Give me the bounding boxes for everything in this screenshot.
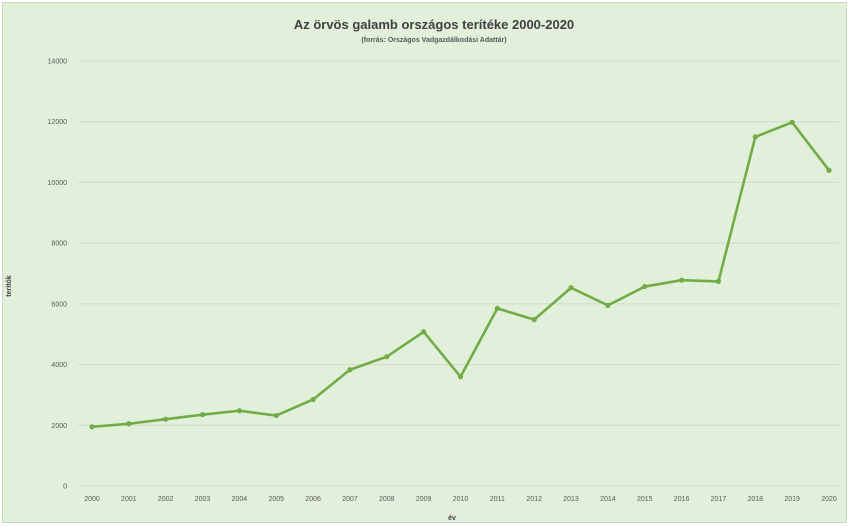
chart-title: Az örvös galamb országos terítéke 2000-2… <box>294 17 574 32</box>
data-point <box>89 424 95 430</box>
x-tick-label: 2005 <box>268 496 284 503</box>
x-tick-label: 2017 <box>711 496 727 503</box>
y-tick-label: 4000 <box>51 362 67 369</box>
chart-subtitle: (forrás: Országos Vadgazdálkodási Adattá… <box>361 37 506 44</box>
data-point <box>494 305 500 312</box>
series-layer <box>89 119 832 430</box>
data-point <box>384 354 390 360</box>
data-point <box>642 283 648 290</box>
y-tick-label: 2000 <box>51 423 67 430</box>
y-tick-label: 0 <box>63 484 67 491</box>
data-point <box>199 412 206 418</box>
x-tick-label: 2000 <box>84 496 100 503</box>
data-point <box>236 408 242 414</box>
x-tick-label: 2006 <box>305 496 321 503</box>
data-point <box>531 317 537 323</box>
data-point <box>752 134 758 140</box>
data-point <box>568 285 574 291</box>
x-tick-label: 2011 <box>490 496 505 503</box>
data-point <box>421 329 427 335</box>
x-tick-label: 2013 <box>563 496 579 503</box>
y-tick-label: 12000 <box>48 119 68 126</box>
x-tick-label: 2015 <box>637 496 653 503</box>
y-axis-title: terítók <box>6 275 13 297</box>
y-tick-label: 8000 <box>51 241 67 248</box>
y-axis-ticks: 0 2000 4000 6000 8000 10000 12000 14000 <box>48 59 68 491</box>
x-tick-label: 2002 <box>158 496 174 503</box>
data-point <box>457 374 464 380</box>
x-tick-label: 2001 <box>121 496 137 503</box>
x-tick-label: 2004 <box>232 496 248 503</box>
data-point <box>310 396 316 403</box>
data-point <box>715 278 722 284</box>
x-tick-label: 2008 <box>379 496 395 503</box>
x-tick-label: 2016 <box>674 496 690 503</box>
x-tick-label: 2018 <box>748 496 764 503</box>
x-tick-label: 2014 <box>600 496 616 503</box>
x-tick-label: 2009 <box>416 496 432 503</box>
data-point <box>826 167 832 173</box>
data-point <box>679 277 685 283</box>
x-tick-label: 2007 <box>342 496 358 503</box>
data-point <box>163 416 169 422</box>
data-point <box>605 302 611 308</box>
x-tick-label: 2010 <box>453 496 469 503</box>
x-axis-title: év <box>448 515 456 522</box>
x-axis-ticks: 2000 2001 2002 2003 2004 2005 2006 2007 2008 2009… <box>84 496 837 503</box>
y-tick-label: 14000 <box>48 59 68 66</box>
x-tick-label: 2012 <box>526 496 542 503</box>
y-tick-label: 10000 <box>48 180 68 187</box>
x-tick-label: 2019 <box>784 496 800 503</box>
data-point <box>273 412 279 419</box>
y-tick-label: 6000 <box>51 301 67 308</box>
data-point <box>789 119 795 125</box>
data-point <box>126 421 132 427</box>
data-point <box>347 367 353 373</box>
series-line <box>91 121 831 429</box>
gridlines <box>78 60 839 487</box>
x-tick-label: 2003 <box>195 496 211 503</box>
x-tick-label: 2020 <box>821 496 837 503</box>
